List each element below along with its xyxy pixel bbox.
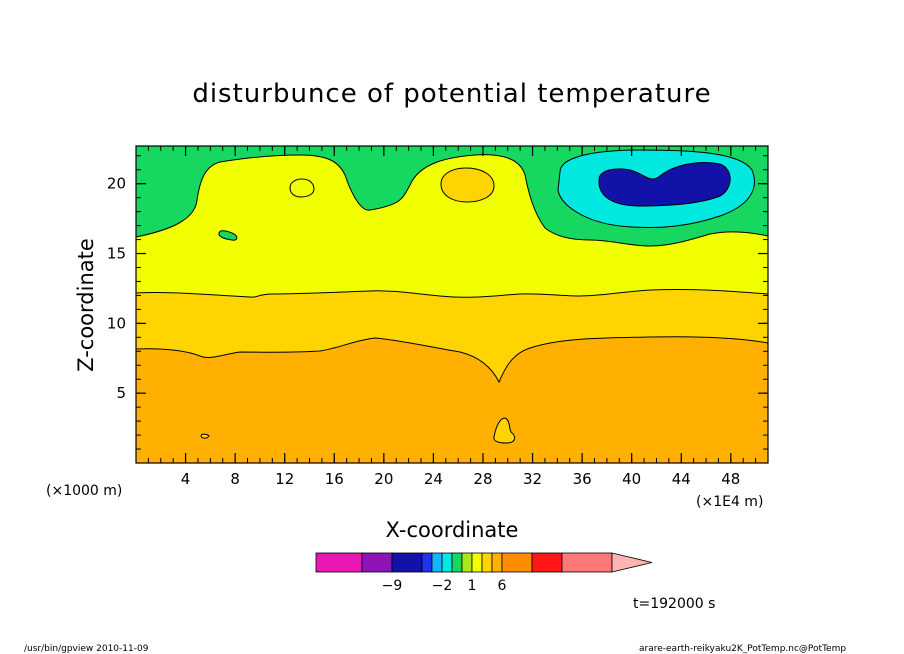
contour-field — [136, 146, 768, 463]
chart-title: disturbunce of potential temperature — [192, 79, 711, 109]
time-label: t=192000 s — [633, 596, 715, 612]
footer-right: arare-earth-reikyaku2K_PotTemp.nc@PotTem… — [639, 644, 846, 654]
y-tick-label: 15 — [107, 245, 126, 263]
region-warm-blob-mid — [441, 168, 494, 202]
colorbar-swatch — [461, 552, 473, 573]
footer-left: /usr/bin/gpview 2010-11-09 — [24, 644, 149, 654]
colorbar-label: −2 — [432, 578, 453, 594]
x-scale-note: (×1E4 m) — [696, 494, 763, 510]
x-unit-note: (×1000 m) — [46, 483, 122, 499]
x-tick-label: 36 — [573, 470, 592, 488]
x-tick-label: 24 — [424, 470, 443, 488]
colorbar-label: −9 — [382, 578, 403, 594]
colorbar-swatch — [441, 552, 453, 573]
x-tick-label: 4 — [181, 470, 191, 488]
colorbar-label: 1 — [468, 578, 477, 594]
x-tick-label: 20 — [374, 470, 393, 488]
x-tick-label: 16 — [325, 470, 344, 488]
plot-frame — [135, 145, 769, 464]
y-tick-label: 10 — [107, 314, 126, 332]
x-tick-label: 48 — [721, 470, 740, 488]
colorbar-swatch — [451, 552, 463, 573]
colorbar-swatch — [361, 552, 393, 573]
colorbar-swatch — [315, 552, 363, 573]
contour-lines — [136, 149, 768, 444]
colorbar-swatch — [481, 552, 493, 573]
colorbar-swatch — [561, 552, 613, 573]
region-surface-blob — [493, 418, 515, 443]
y-axis: 5 10 15 20 — [107, 175, 768, 402]
colorbar-swatch — [531, 552, 563, 573]
colorbar-swatch — [391, 552, 423, 573]
x-tick-label: 40 — [622, 470, 641, 488]
x-tick-label: 44 — [672, 470, 691, 488]
y-tick-label: 5 — [116, 384, 126, 402]
colorbar-swatch — [501, 552, 533, 573]
x-tick-label: 12 — [275, 470, 294, 488]
x-tick-label: 32 — [523, 470, 542, 488]
colorbar-overflow-arrow — [611, 552, 653, 573]
region-warm-blob-left — [290, 179, 314, 197]
colorbar-label: 6 — [498, 578, 507, 594]
x-tick-label: 8 — [230, 470, 240, 488]
colorbar-swatch — [421, 552, 433, 573]
y-tick-label: 20 — [107, 175, 126, 193]
x-axis: 4 8 12 16 20 24 28 32 36 40 44 48 — [181, 146, 740, 488]
x-axis-label: X-coordinate — [386, 518, 519, 542]
colorbar-swatch — [471, 552, 483, 573]
colorbar: −9 −2 1 6 — [315, 552, 653, 594]
y-axis-label: Z-coordinate — [74, 238, 98, 372]
x-tick-label: 28 — [473, 470, 492, 488]
colorbar-swatch — [431, 552, 443, 573]
colorbar-swatch — [491, 552, 503, 573]
region-cold-core-inner — [598, 162, 731, 206]
